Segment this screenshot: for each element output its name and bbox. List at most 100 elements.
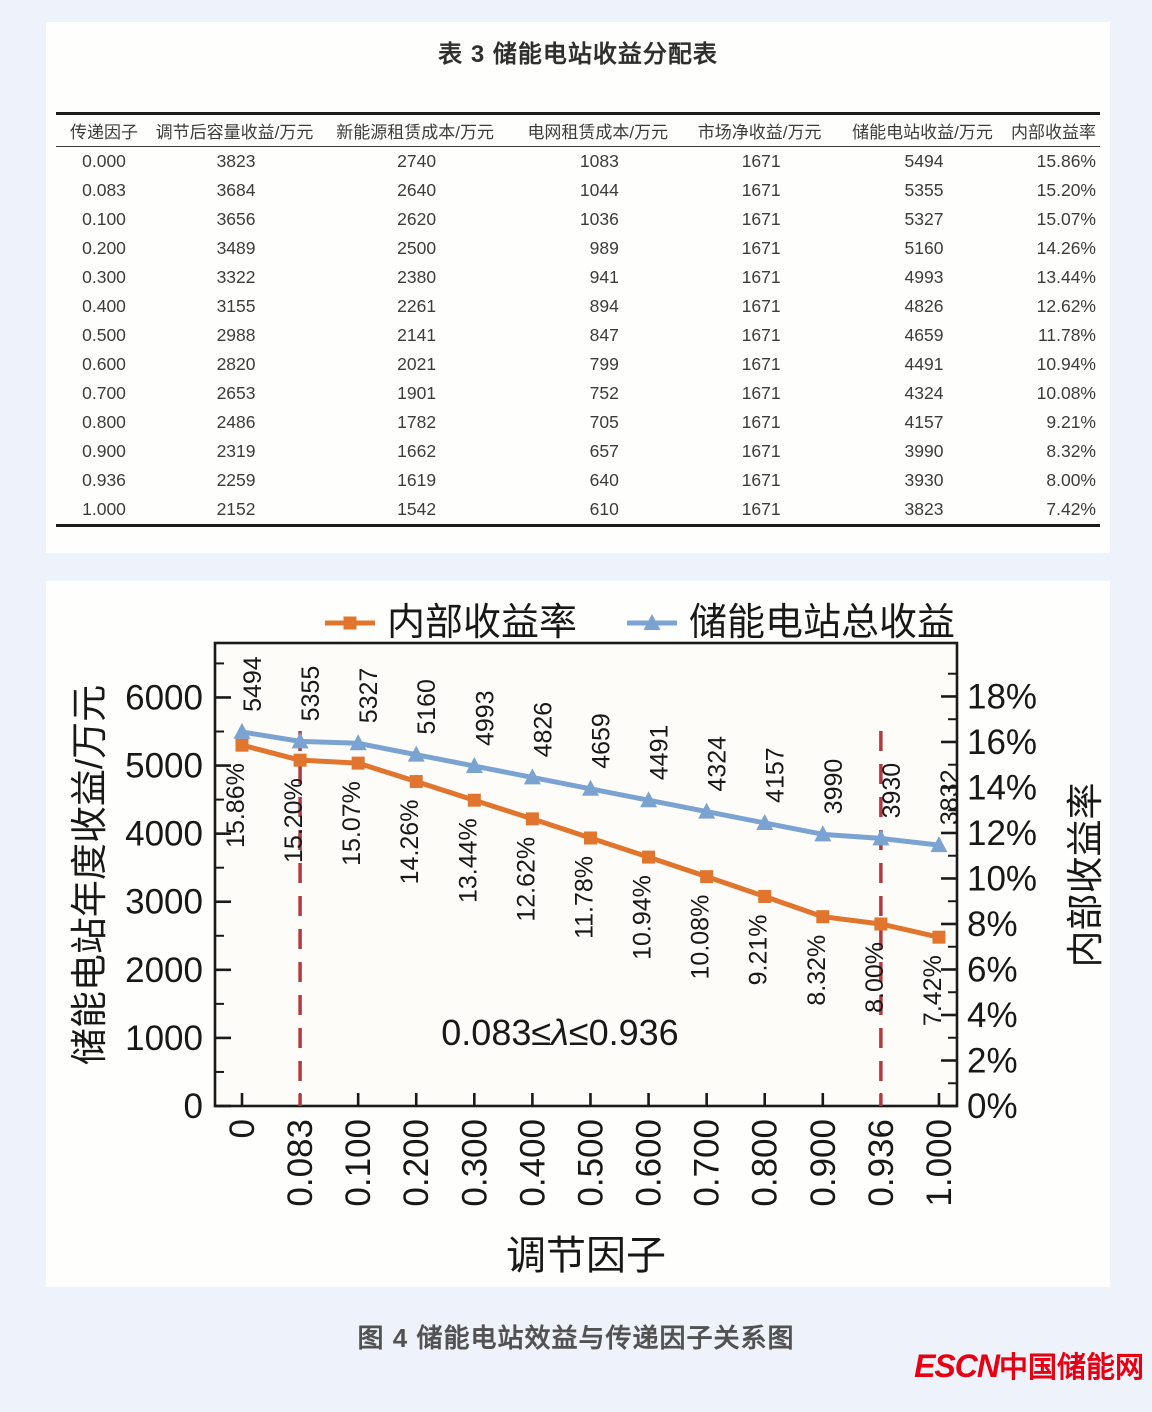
- value-label: 4659: [587, 713, 615, 769]
- left-axis-title: 储能电站年度收益/万元: [69, 685, 110, 1065]
- cell: 1671: [741, 238, 781, 258]
- triangle-marker: [640, 791, 658, 808]
- square-marker: [409, 775, 423, 789]
- left-tick-label: 5000: [125, 747, 203, 786]
- cell: 1671: [741, 441, 781, 461]
- cell: 1671: [741, 180, 781, 200]
- value-label: 5327: [355, 668, 383, 724]
- x-tick-label: 0.500: [571, 1119, 610, 1207]
- x-tick-label: 0.600: [630, 1119, 669, 1207]
- right-tick-label: 14%: [967, 768, 1037, 807]
- square-marker: [700, 870, 714, 884]
- cell: 989: [589, 238, 619, 258]
- cell: 2152: [152, 495, 317, 527]
- table-row: 0.800 2486 1782 705 1671 4157 9.21%: [56, 408, 1100, 437]
- figure-4-panel: 0 1000 2000 3000 4000 5000 6000 0% 2% 4% 6% 8% 10% 12…: [46, 581, 1110, 1287]
- cell: 0.700: [82, 383, 126, 403]
- cell: 3322: [216, 267, 256, 287]
- triangle-marker: [407, 745, 425, 762]
- cell: 9.21%: [1046, 412, 1096, 432]
- cell: 1901: [397, 383, 437, 403]
- cell: 2500: [397, 238, 437, 258]
- cell: 0.400: [82, 296, 126, 316]
- right-tick-label: 16%: [967, 723, 1037, 762]
- cell: 4993: [904, 267, 944, 287]
- square-marker: [583, 831, 597, 845]
- cell: 1671: [741, 354, 781, 374]
- column-header: 内部收益率: [1008, 112, 1100, 147]
- percent-label: 12.62%: [512, 837, 540, 922]
- cell: 1671: [741, 296, 781, 316]
- cell: 1671: [741, 209, 781, 229]
- left-tick-label: 6000: [125, 678, 203, 717]
- cell: 3489: [216, 238, 256, 258]
- cell: 1671: [741, 383, 781, 403]
- value-label: 4324: [704, 736, 732, 792]
- cell: 5494: [904, 151, 944, 171]
- cell: 2259: [216, 470, 256, 490]
- table-row: 0.500 2988 2141 847 1671 4659 11.78%: [56, 321, 1100, 350]
- cell: 7.42%: [1008, 495, 1100, 527]
- square-marker: [351, 756, 365, 770]
- percent-label: 15.07%: [338, 781, 366, 866]
- cell: 2319: [216, 441, 256, 461]
- right-tick-label: 4%: [967, 996, 1018, 1035]
- cell: 10.08%: [1036, 383, 1096, 403]
- cell: 3823: [216, 151, 256, 171]
- cell: 1036: [579, 209, 619, 229]
- chart-svg: 0 1000 2000 3000 4000 5000 6000 0% 2% 4% 6% 8% 10% 12…: [69, 602, 1106, 1278]
- cell: 2141: [397, 325, 437, 345]
- cell: 705: [589, 412, 619, 432]
- square-marker: [816, 910, 830, 924]
- cell: 2380: [397, 267, 437, 287]
- table-row: 0.000 3823 2740 1083 1671 5494 15.86%: [56, 147, 1100, 177]
- square-marker: [525, 812, 539, 826]
- percent-label: 13.44%: [454, 818, 482, 903]
- percent-label: 14.26%: [396, 800, 424, 885]
- cell: 5355: [904, 180, 944, 200]
- table-row: 0.083 3684 2640 1044 1671 5355 15.20%: [56, 176, 1100, 205]
- right-tick-label: 6%: [967, 950, 1018, 989]
- cell: 5160: [904, 238, 944, 258]
- cell: 847: [589, 325, 619, 345]
- cell: 2640: [397, 180, 437, 200]
- left-tick-label: 0: [184, 1087, 203, 1126]
- square-marker: [874, 917, 888, 931]
- cell: 894: [589, 296, 619, 316]
- right-tick-label: 12%: [967, 814, 1037, 853]
- triangle-marker: [581, 779, 599, 796]
- column-header: 传递因子: [56, 112, 153, 147]
- cell: 1671: [741, 325, 781, 345]
- cell: 4157: [904, 412, 944, 432]
- percent-label: 10.94%: [629, 875, 657, 960]
- cell: 799: [589, 354, 619, 374]
- cell: 1782: [397, 412, 437, 432]
- table-row: 0.300 3322 2380 941 1671 4993 13.44%: [56, 263, 1100, 292]
- cell: 4491: [904, 354, 944, 374]
- cell: 3155: [216, 296, 256, 316]
- value-label: 3832: [936, 769, 964, 825]
- cell: 10.94%: [1036, 354, 1096, 374]
- percent-label: 15.86%: [222, 763, 250, 848]
- cell: 0.200: [82, 238, 126, 258]
- cell: 0.936: [82, 470, 126, 490]
- cell: 640: [589, 470, 619, 490]
- escn-logo-zh: 中国储能网: [998, 1352, 1144, 1384]
- value-label: 5160: [413, 679, 441, 735]
- cell: 1671: [741, 470, 781, 490]
- cell: 15.20%: [1036, 180, 1096, 200]
- cell: 2653: [216, 383, 256, 403]
- cell: 13.44%: [1036, 267, 1096, 287]
- x-tick-label: 0.400: [513, 1119, 552, 1207]
- cell: 15.07%: [1036, 209, 1096, 229]
- triangle-marker: [233, 722, 251, 739]
- value-label: 4826: [529, 702, 557, 758]
- cell: 1083: [579, 151, 619, 171]
- x-tick-label: 0.083: [281, 1119, 320, 1207]
- value-label: 4491: [646, 725, 674, 781]
- cell: 3930: [904, 470, 944, 490]
- triangle-marker: [643, 614, 661, 630]
- cell: 1044: [579, 180, 619, 200]
- cell: 0.083: [82, 180, 126, 200]
- cell: 941: [589, 267, 619, 287]
